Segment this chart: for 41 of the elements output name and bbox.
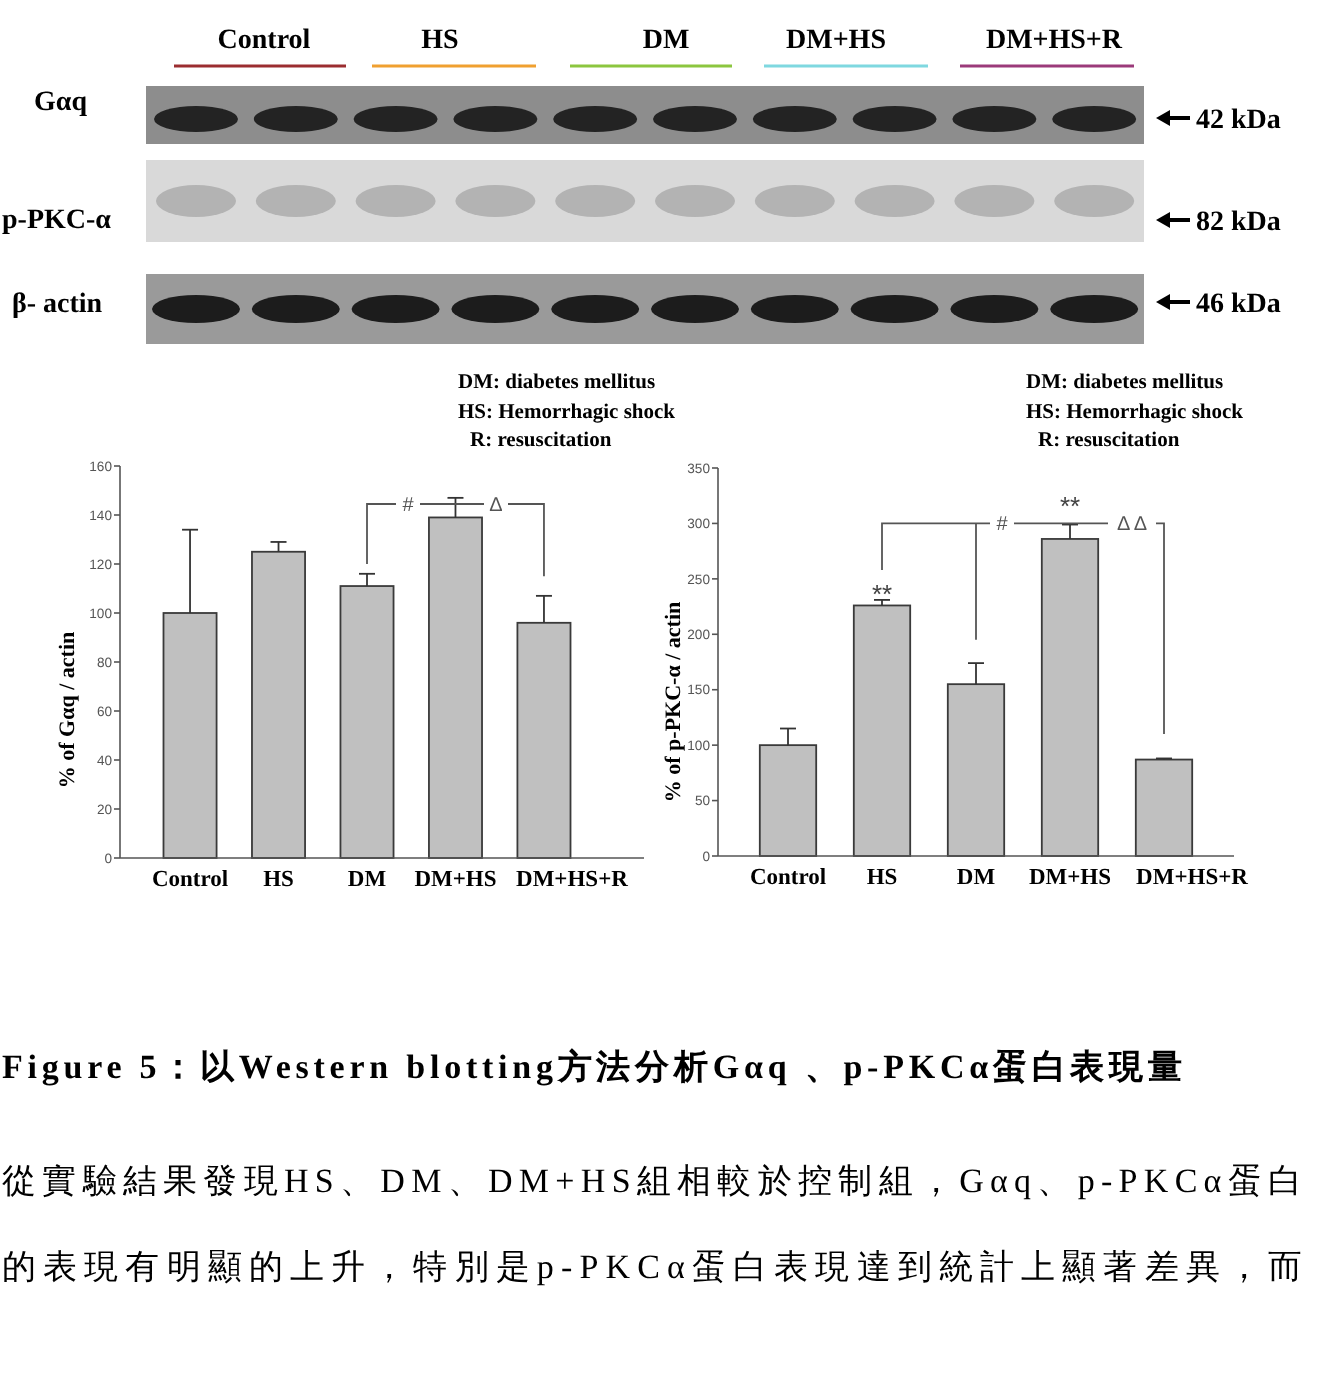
x-tick-label: HS: [263, 868, 294, 892]
text: Control: [217, 26, 311, 56]
text: Gαq: [34, 88, 88, 118]
annotation: Δ: [489, 494, 504, 517]
annotation: **: [871, 578, 893, 609]
text: Figure 5：以Western blotting方法分析Gαq 、p-PKCα蛋白表現量: [2, 1048, 1182, 1086]
bar: [251, 550, 306, 859]
text: DM: [642, 26, 690, 56]
text: DM: diabetes mellitus: [458, 372, 656, 394]
annotation: #: [402, 494, 415, 517]
bar: [1134, 758, 1194, 857]
text: HS: Hemorrhagic shock: [1026, 402, 1244, 424]
annotation: **: [1059, 491, 1081, 522]
x-tick-label: DM: [956, 866, 996, 890]
y-axis-title: % of Gαq / actin: [56, 631, 80, 789]
x-tick-label: DM+HS: [1028, 866, 1112, 890]
text: HS: Hemorrhagic shock: [458, 402, 676, 424]
text: R: resuscitation: [470, 430, 612, 452]
text: 從實驗結果發現HS、DM、DM+HS組相較於控制組，Gαq、p-PKCα蛋白: [2, 1162, 1302, 1200]
text: DM+HS: [786, 26, 887, 56]
x-tick-label: DM+HS: [414, 868, 497, 892]
text: 的表現有明顯的上升，特別是p-PKCα蛋白表現達到統計上顯著差異，而: [2, 1248, 1302, 1286]
bar: [852, 604, 912, 857]
x-tick-label: DM: [347, 868, 387, 892]
annotation: Δ Δ: [1116, 514, 1148, 537]
text: 42 kDa: [1196, 106, 1281, 136]
text: R: resuscitation: [1038, 430, 1180, 452]
x-tick-label: Control: [151, 868, 229, 892]
text: β- actin: [12, 290, 103, 320]
x-tick-label: DM+HS+R: [1136, 866, 1250, 890]
annotation: #: [996, 514, 1009, 537]
x-tick-label: Control: [749, 866, 827, 890]
text: DM+HS+R: [985, 26, 1124, 56]
text: 82 kDa: [1196, 208, 1281, 238]
x-tick-label: DM+HS+R: [516, 868, 630, 892]
y-axis-title: % of p-PKC-α / actin: [662, 601, 686, 803]
text: 46 kDa: [1196, 290, 1281, 320]
text: DM: diabetes mellitus: [1026, 372, 1224, 394]
text: HS: [421, 26, 460, 56]
x-tick-label: HS: [866, 866, 898, 890]
text: p-PKC-α: [2, 206, 112, 236]
